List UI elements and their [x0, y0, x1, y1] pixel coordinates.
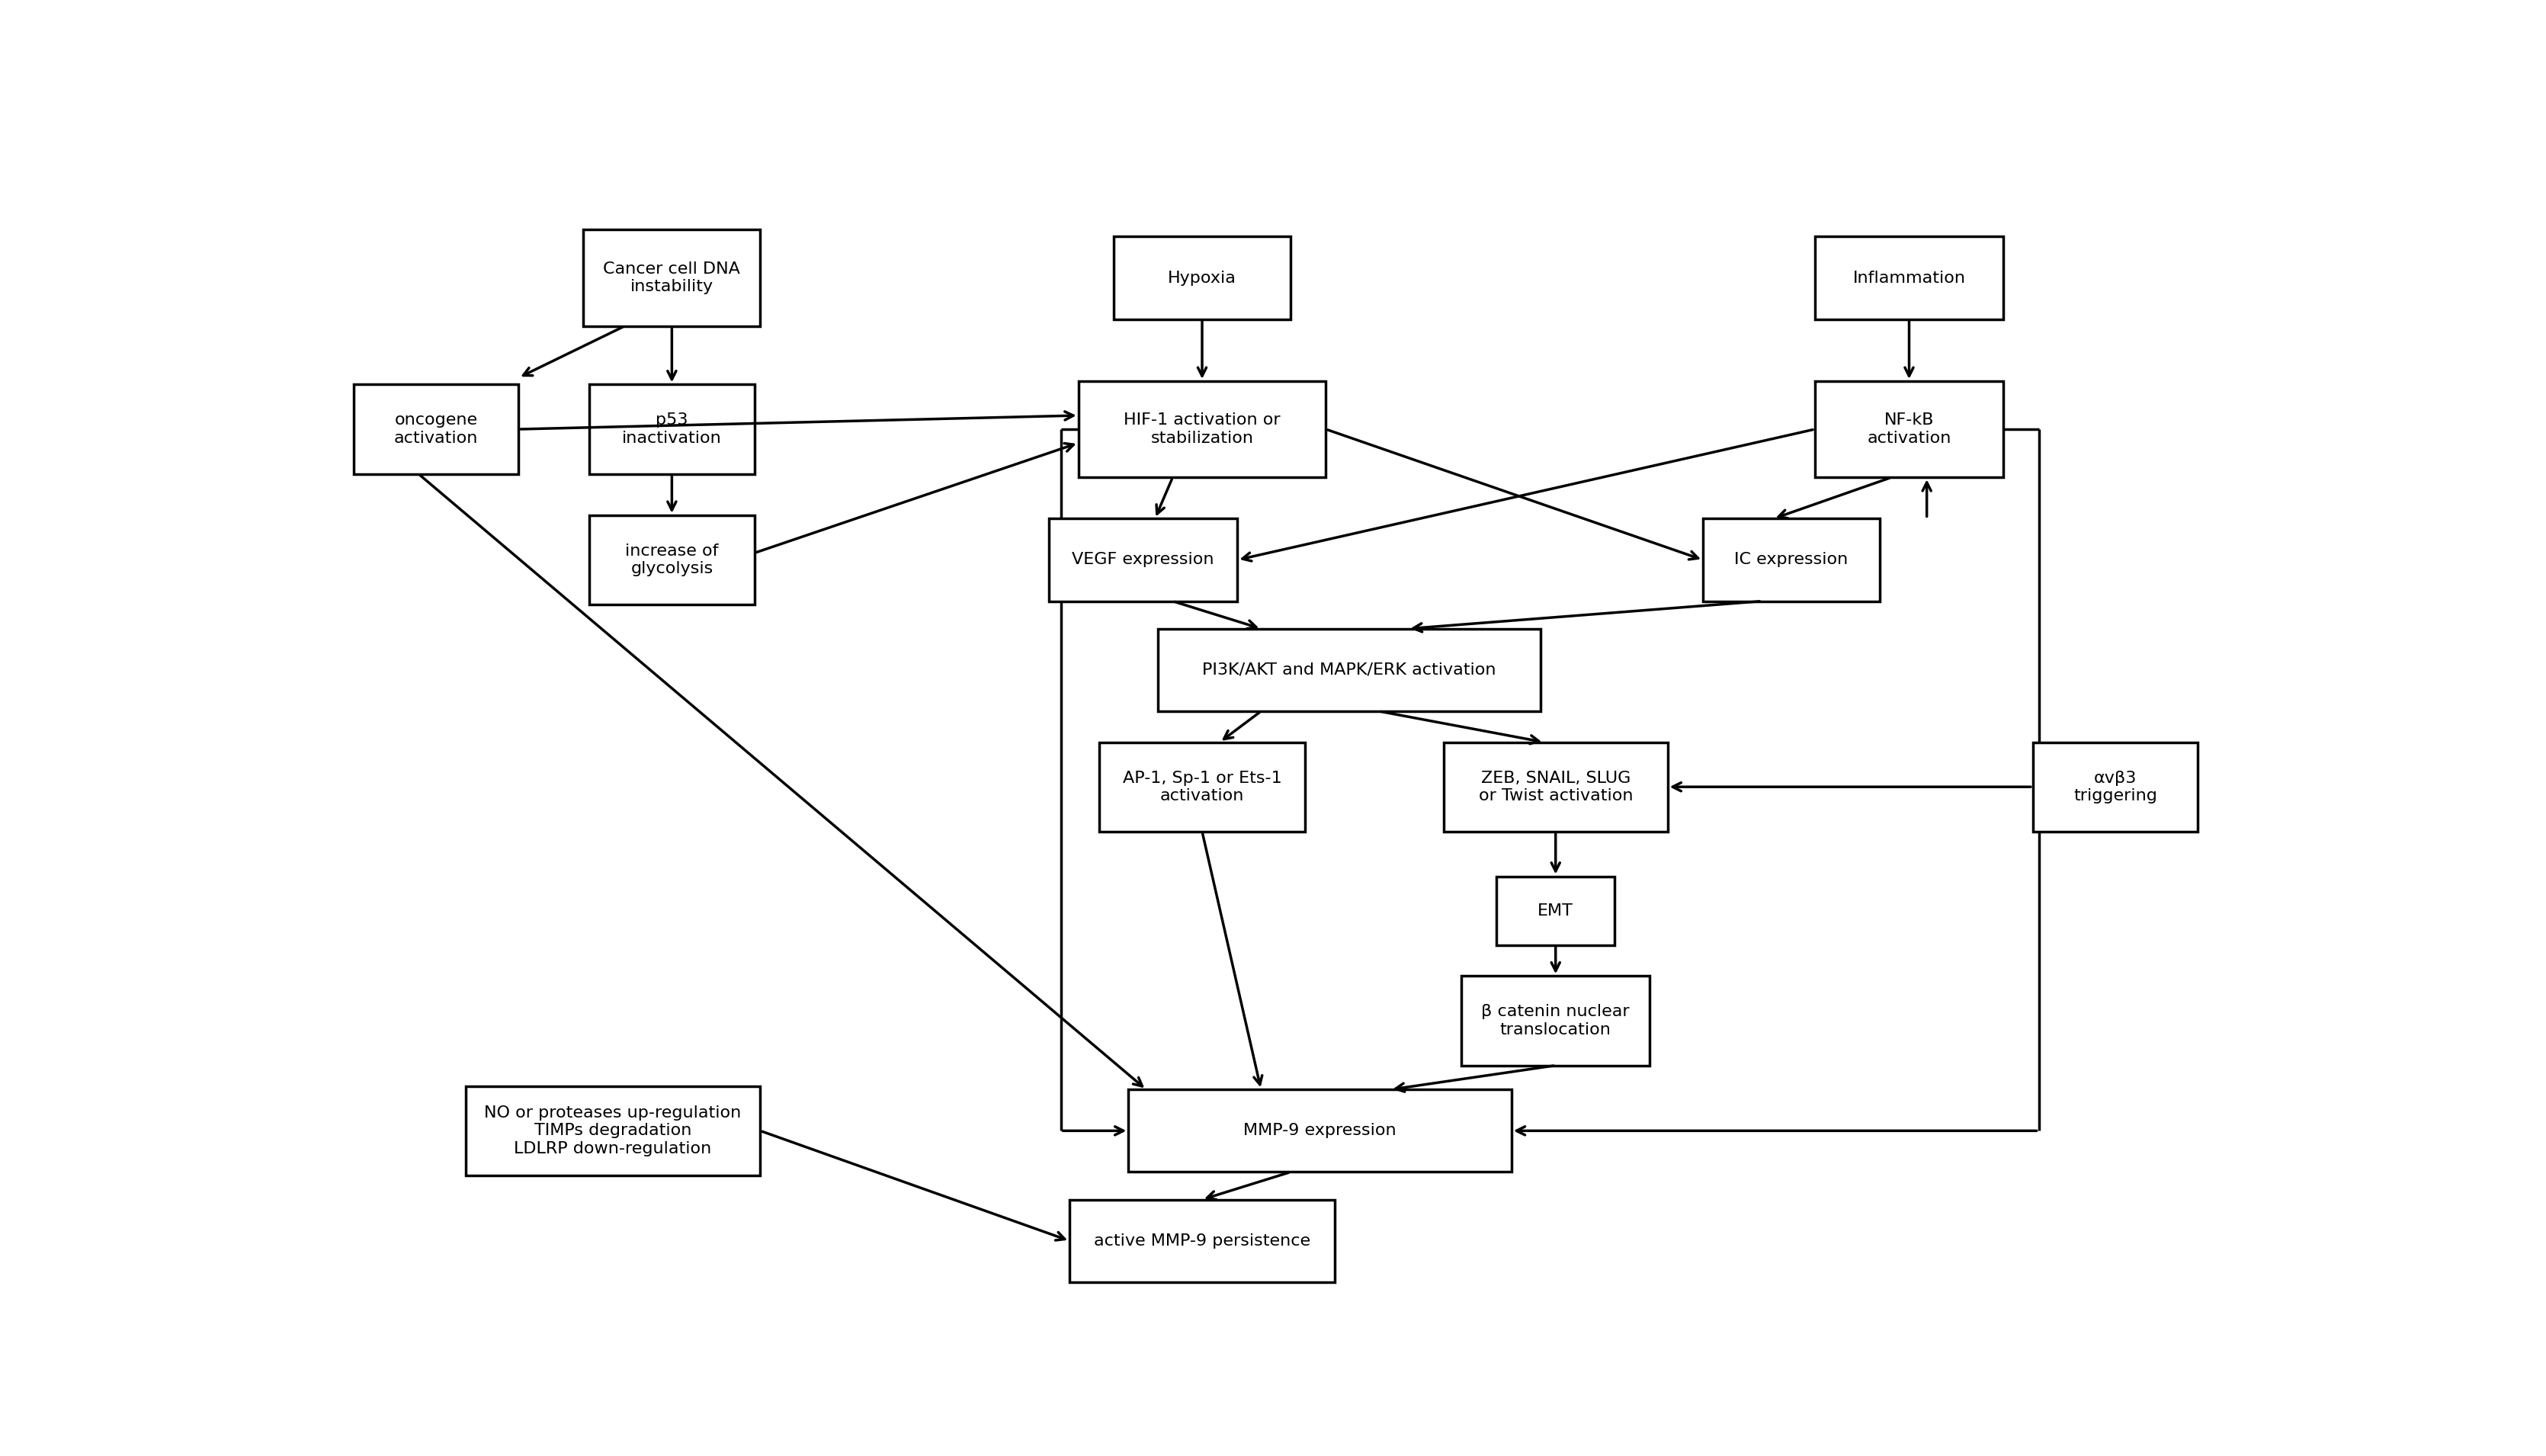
FancyBboxPatch shape: [1158, 629, 1540, 711]
Text: increase of
glycolysis: increase of glycolysis: [624, 543, 718, 577]
FancyBboxPatch shape: [1100, 743, 1304, 831]
Text: αvβ3
triggering: αvβ3 triggering: [2072, 770, 2156, 804]
Text: PI3K/AKT and MAPK/ERK activation: PI3K/AKT and MAPK/ERK activation: [1202, 662, 1497, 677]
Text: Inflammation: Inflammation: [1851, 271, 1966, 285]
FancyBboxPatch shape: [588, 515, 754, 604]
Text: NF-kB
activation: NF-kB activation: [1866, 412, 1950, 446]
FancyBboxPatch shape: [2032, 743, 2197, 831]
Text: Cancer cell DNA
instability: Cancer cell DNA instability: [603, 262, 741, 294]
FancyBboxPatch shape: [1069, 1200, 1334, 1283]
FancyBboxPatch shape: [1128, 1089, 1510, 1172]
FancyBboxPatch shape: [583, 230, 761, 326]
Text: active MMP-9 persistence: active MMP-9 persistence: [1092, 1233, 1311, 1248]
Text: p53
inactivation: p53 inactivation: [621, 412, 721, 446]
FancyBboxPatch shape: [1461, 976, 1650, 1066]
FancyBboxPatch shape: [1497, 877, 1614, 945]
FancyBboxPatch shape: [1815, 381, 2004, 478]
Text: oncogene
activation: oncogene activation: [395, 412, 479, 446]
FancyBboxPatch shape: [466, 1086, 761, 1175]
FancyBboxPatch shape: [1049, 518, 1237, 601]
Text: NO or proteases up-regulation
TIMPs degradation
LDLRP down-regulation: NO or proteases up-regulation TIMPs degr…: [484, 1105, 741, 1156]
Text: β catenin nuclear
translocation: β catenin nuclear translocation: [1482, 1005, 1629, 1037]
Text: IC expression: IC expression: [1734, 552, 1848, 568]
FancyBboxPatch shape: [588, 384, 754, 473]
FancyBboxPatch shape: [354, 384, 519, 473]
FancyBboxPatch shape: [1444, 743, 1668, 831]
Text: HIF-1 activation or
stabilization: HIF-1 activation or stabilization: [1123, 412, 1281, 446]
FancyBboxPatch shape: [1703, 518, 1879, 601]
Text: ZEB, SNAIL, SLUG
or Twist activation: ZEB, SNAIL, SLUG or Twist activation: [1479, 770, 1632, 804]
Text: MMP-9 expression: MMP-9 expression: [1242, 1123, 1395, 1139]
Text: Hypoxia: Hypoxia: [1169, 271, 1235, 285]
Text: EMT: EMT: [1538, 903, 1573, 919]
FancyBboxPatch shape: [1113, 237, 1291, 319]
FancyBboxPatch shape: [1077, 381, 1326, 478]
Text: VEGF expression: VEGF expression: [1072, 552, 1214, 568]
Text: AP-1, Sp-1 or Ets-1
activation: AP-1, Sp-1 or Ets-1 activation: [1123, 770, 1281, 804]
FancyBboxPatch shape: [1815, 237, 2004, 319]
